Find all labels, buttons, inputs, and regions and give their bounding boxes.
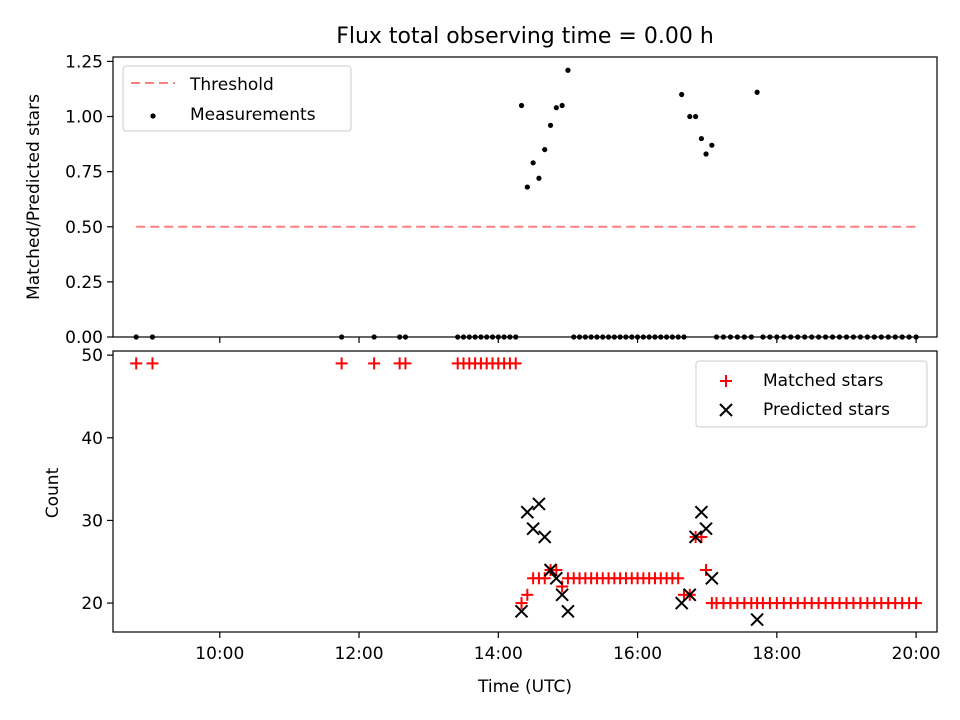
measurement-point [542, 146, 548, 153]
measurement-point [524, 184, 530, 190]
y-tick-label: 30 [81, 511, 103, 531]
plot-frame-bottom [112, 350, 938, 633]
y-tick-label: 1.25 [65, 52, 103, 72]
matched-star-point [399, 357, 412, 370]
predicted-star-point [694, 505, 709, 519]
plot-frame-top [112, 56, 938, 338]
x-tick-label: 12:00 [335, 644, 384, 664]
x-ticks-bottom: 10:00 12:00 14:00 16:00 18:00 20:00 [195, 632, 941, 664]
x-tick-label: 14:00 [474, 644, 523, 664]
y-tick-label: 0.75 [65, 163, 103, 183]
measurements-legend-swatch [150, 113, 156, 119]
matched-star-point [538, 572, 551, 585]
predicted-star-point [705, 571, 719, 585]
matched-star-point [550, 564, 563, 577]
matched-legend-swatch [720, 375, 732, 387]
legend-bottom: Matched stars Predicted stars [695, 360, 928, 428]
matched-star-point [556, 580, 569, 593]
y-tick-label: 0.25 [65, 273, 103, 293]
x-tick-label: 18:00 [752, 644, 801, 664]
predicted-star-point [532, 497, 546, 511]
y-ticks-bottom: 20 30 40 50 [81, 346, 113, 614]
predicted-star-point [549, 571, 564, 585]
measurement-point [754, 89, 760, 95]
measurement-point [698, 135, 705, 142]
matched-star-point [672, 572, 685, 585]
x-tick-label: 20:00 [892, 644, 941, 664]
y-tick-label: 0.50 [65, 218, 103, 238]
predicted-star-point [699, 521, 713, 536]
measurement-point [559, 102, 565, 109]
measurement-point [693, 113, 699, 120]
measurement-point [687, 113, 693, 120]
matched-star-point [368, 357, 381, 370]
legend-top: Threshold Measurements [122, 65, 352, 132]
chart-title: Flux total observing time = 0.00 h [336, 24, 714, 49]
matched-star-point [910, 597, 923, 610]
predicted-star-point [538, 530, 552, 544]
legend-box [122, 65, 352, 132]
y-tick-label: 1.00 [65, 108, 103, 128]
legend-matched-label: Matched stars [763, 371, 883, 391]
star-count-panel: Count Time (UTC) 20 30 40 50 10:00 12:00 14:0… [43, 346, 941, 697]
y-axis-label-count: Count [43, 467, 63, 518]
matched-star-point [335, 357, 348, 370]
matched-star-point [146, 357, 159, 370]
measurement-point [547, 122, 554, 128]
predicted-star-point [514, 604, 529, 619]
x-axis-label-time: Time (UTC) [477, 677, 572, 697]
measurement-point [530, 160, 536, 166]
predicted-legend-swatch [719, 403, 733, 417]
y-tick-label: 40 [81, 429, 103, 449]
y-tick-label: 50 [81, 346, 103, 366]
predicted-star-point [555, 588, 569, 602]
matched-star-point [515, 597, 528, 610]
matched-star-point [521, 588, 534, 601]
predicted-star-point [683, 588, 697, 602]
measurement-point [518, 102, 525, 109]
legend-predicted-label: Predicted stars [763, 400, 890, 420]
measurement-point [709, 142, 715, 148]
measurement-point [679, 91, 685, 98]
measurement-point [536, 175, 542, 181]
legend-threshold-label: Threshold [189, 75, 274, 95]
predicted-star-point [561, 604, 575, 619]
matched-star-point [509, 357, 522, 370]
flux-ratio-panel: Flux total observing time = 0.00 h Match… [24, 24, 938, 348]
matched-star-point [700, 564, 713, 577]
measurement-point [553, 105, 559, 111]
predicted-star-point [520, 505, 535, 519]
predicted-star-point [543, 563, 558, 577]
legend-measurements-label: Measurements [190, 105, 316, 125]
x-tick-label: 10:00 [195, 644, 244, 664]
star-count-series [130, 357, 923, 627]
y-tick-label: 20 [81, 594, 103, 614]
matched-star-point [130, 357, 143, 370]
predicted-star-point [526, 521, 540, 536]
measurement-point [703, 151, 709, 157]
y-axis-label-ratio: Matched/Predicted stars [24, 94, 44, 300]
legend-box [695, 360, 928, 428]
measurement-point [565, 67, 571, 73]
y-tick-label: 0.00 [65, 328, 103, 348]
predicted-star-point [688, 530, 703, 544]
y-ticks-top: 0.00 0.25 0.50 0.75 1.00 1.25 [65, 52, 113, 348]
x-tick-label: 16:00 [613, 644, 662, 664]
predicted-star-point [750, 612, 764, 627]
